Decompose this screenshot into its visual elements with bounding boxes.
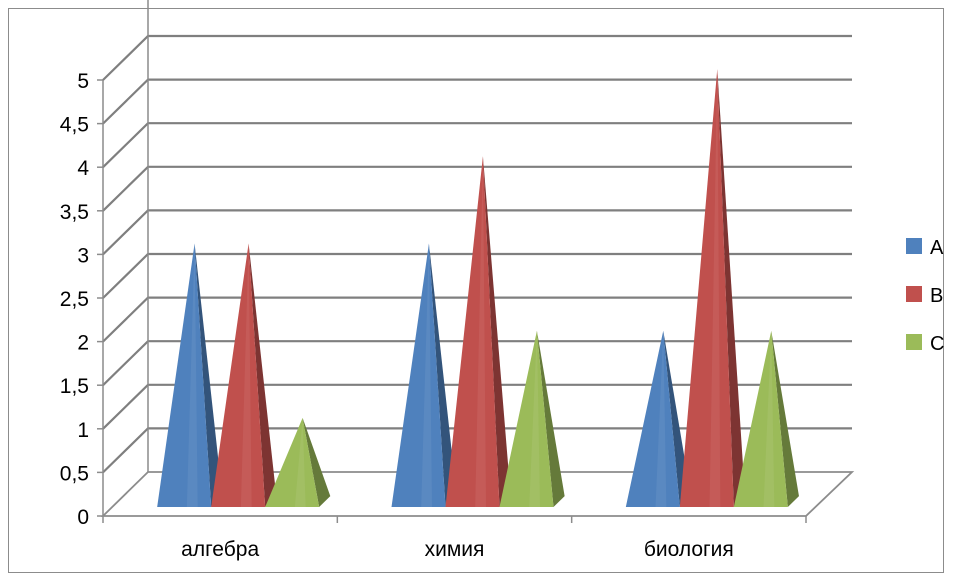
y-tick-label: 4 [77,157,89,180]
pyramid-bar [265,417,331,507]
pyramid-side-face [194,243,223,507]
y-tick-label: 1,5 [60,375,89,398]
gridline [102,165,852,212]
pyramid-bar [157,243,223,507]
pyramid-highlight [240,243,252,507]
x-axis-category-labels: алгебра химия биология [181,538,734,561]
pyramid-highlight [763,330,775,507]
pyramid-side-face [302,417,331,507]
pyramid-bar [211,243,277,507]
y-tick-label: 1 [77,419,89,442]
legend-label: C [930,333,944,355]
y-tick-label: 3 [77,244,89,267]
pyramid-highlight [421,243,432,507]
pyramid-bar [733,330,799,507]
y-tick-label: 0 [77,506,89,529]
legend-label: B [930,285,943,307]
y-axis-tick-labels: 0 0,5 1 1,5 2 2,5 3 3,5 4 4,5 5 [60,70,90,529]
gridline [102,34,852,81]
pyramid-highlight [529,330,540,507]
y-tick-label: 0,5 [60,462,89,485]
y-tick-label: 2,5 [60,288,89,311]
gridline [102,122,852,168]
x-category-label: биология [644,538,734,561]
pyramid-bar [445,156,511,507]
pyramid-side-face [482,156,511,507]
pyramid-front-face [499,330,554,507]
pyramid-highlight [475,156,486,507]
pyramid-bar [625,330,691,507]
x-category-label: алгебра [181,538,259,561]
pyramid-bar [499,330,565,507]
legend-swatch [906,238,922,254]
pyramid-side-face [536,330,565,507]
y-tick-label: 3,5 [60,201,89,224]
pyramid-side-face [717,69,745,508]
y-tick-label: 2 [77,332,89,355]
pyramid-side-face [428,243,457,507]
pyramid-front-face [733,330,788,507]
gridline [102,78,852,125]
pyramid-bars [157,69,799,508]
legend-label: A [930,237,944,259]
x-category-label: химия [425,538,485,561]
pyramid-front-face [265,417,320,507]
pyramid-front-face [679,69,734,508]
pyramid-highlight [709,69,721,508]
pyramid-side-face [771,330,799,507]
legend-swatch [906,334,922,350]
pyramid-front-face [625,330,680,507]
legend-swatch [906,286,922,302]
y-tick-label: 5 [77,70,89,93]
legend: A B C [906,237,944,355]
pyramid-front-face [211,243,266,507]
pyramid-side-face [248,243,277,507]
pyramid-highlight [186,243,198,507]
pyramid-front-face [445,156,500,507]
pyramid-front-face [391,243,446,507]
pyramid-bar [391,243,457,507]
pyramid-highlight [294,417,306,507]
y-tick-label: 4,5 [60,114,89,137]
axes [97,0,807,523]
pyramid-highlight [655,330,667,507]
pyramid-bar [679,69,745,508]
pyramid-front-face [157,243,212,507]
